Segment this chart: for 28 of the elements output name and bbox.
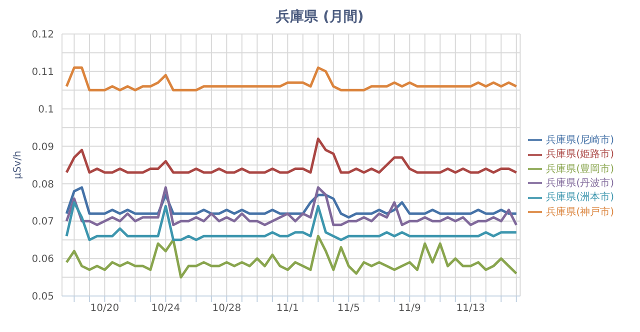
y-tick-label: 0.05	[32, 292, 54, 303]
x-tick-label: 10/24	[151, 303, 180, 314]
x-tick-label: 11/13	[456, 303, 486, 314]
x-tick-label: 10/28	[212, 303, 242, 314]
y-tick-label: 0.11	[32, 66, 54, 78]
chart-title: 兵庫県 (月間)	[275, 8, 365, 27]
x-tick-label: 11/1	[276, 303, 299, 314]
x-tick-label: 10/20	[90, 303, 120, 314]
y-axis-title: μSv/h	[12, 150, 24, 180]
line-series	[65, 66, 518, 92]
legend-label: 兵庫県(洲本市)	[546, 192, 614, 204]
line-series	[65, 234, 518, 279]
y-tick-label: 0.12	[32, 30, 54, 41]
line-series	[65, 186, 518, 226]
y-tick-label: 0.09	[32, 142, 54, 153]
x-tick-label: 11/9	[398, 303, 421, 314]
legend-label: 兵庫県(豊岡市)	[546, 164, 614, 175]
legend-label: 兵庫県(姫路市)	[546, 149, 614, 160]
y-tick-label: 0.1	[38, 104, 54, 116]
y-tick-label: 0.08	[32, 179, 54, 190]
legend-label: 兵庫県(神戸市)	[546, 206, 614, 218]
line-series	[65, 138, 518, 174]
line-series	[65, 201, 518, 242]
x-tick-label: 11/5	[337, 303, 360, 314]
legend-label: 兵庫県(尼崎市)	[546, 135, 614, 146]
y-tick-label: 0.06	[32, 254, 54, 266]
y-tick-label: 0.07	[32, 216, 54, 228]
legend-label: 兵庫県(丹波市)	[546, 178, 614, 189]
